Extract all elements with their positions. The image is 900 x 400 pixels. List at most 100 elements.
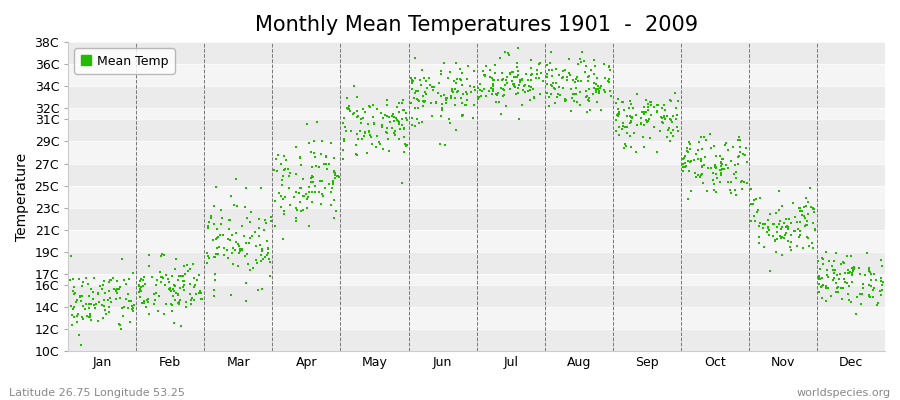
Point	[434, 93, 448, 99]
Point	[862, 282, 877, 288]
Point	[357, 128, 372, 135]
Point	[677, 154, 691, 161]
Point	[540, 81, 554, 87]
Point	[816, 256, 831, 262]
Point	[137, 300, 151, 306]
Point	[847, 264, 861, 270]
Point	[307, 149, 321, 156]
Point	[397, 125, 411, 131]
Point	[708, 153, 723, 160]
Point	[251, 216, 266, 222]
Point	[271, 152, 285, 158]
Point	[849, 311, 863, 317]
Point	[221, 236, 236, 242]
Point	[183, 266, 197, 272]
Point	[165, 273, 179, 280]
Point	[731, 137, 745, 143]
Point	[176, 272, 191, 279]
Point	[192, 290, 206, 296]
Point	[734, 137, 748, 144]
Point	[436, 60, 451, 66]
Point	[851, 264, 866, 271]
Point	[65, 322, 79, 328]
Point	[795, 208, 809, 214]
Point	[824, 293, 838, 299]
Bar	[68, 142, 885, 164]
Point	[491, 89, 505, 96]
Point	[328, 170, 342, 176]
Point	[223, 237, 238, 243]
Point	[73, 293, 87, 300]
Point	[729, 168, 743, 175]
Point	[138, 280, 152, 287]
Point	[411, 97, 426, 103]
Point	[620, 112, 634, 119]
Point	[591, 83, 606, 89]
Point	[772, 218, 787, 224]
Point	[842, 268, 857, 275]
Point	[478, 71, 492, 78]
Point	[340, 104, 355, 111]
Point	[248, 257, 263, 263]
Point	[230, 239, 244, 245]
Point	[731, 161, 745, 167]
Point	[589, 81, 603, 87]
Point	[675, 168, 689, 174]
Point	[486, 82, 500, 89]
Point	[438, 97, 453, 104]
Point	[544, 82, 559, 88]
Point	[701, 165, 716, 172]
Point	[187, 275, 202, 281]
Point	[553, 92, 567, 98]
Point	[779, 224, 794, 230]
Point	[511, 72, 526, 78]
Point	[96, 303, 111, 310]
Point	[777, 235, 791, 242]
Point	[188, 281, 202, 288]
Point	[185, 295, 200, 302]
Point	[738, 144, 752, 151]
Point	[637, 144, 652, 150]
Point	[643, 99, 657, 106]
Point	[747, 212, 761, 219]
Point	[164, 288, 178, 294]
Point	[110, 290, 124, 296]
Point	[639, 117, 653, 123]
Point	[289, 205, 303, 212]
Point	[637, 108, 652, 115]
Point	[680, 144, 695, 151]
Point	[698, 162, 712, 168]
Point	[171, 300, 185, 306]
Point	[860, 250, 874, 256]
Point	[624, 98, 638, 104]
Point	[77, 306, 92, 312]
Point	[693, 158, 707, 164]
Point	[801, 234, 815, 241]
Point	[541, 94, 555, 100]
Point	[249, 243, 264, 249]
Point	[387, 128, 401, 134]
Point	[439, 100, 454, 106]
Point	[490, 92, 504, 98]
Point	[231, 243, 246, 250]
Point	[795, 212, 809, 218]
Point	[496, 85, 510, 92]
Point	[105, 275, 120, 282]
Point	[119, 281, 133, 287]
Point	[79, 275, 94, 282]
Point	[275, 235, 290, 242]
Point	[752, 223, 766, 230]
Point	[628, 149, 643, 155]
Point	[210, 235, 224, 242]
Point	[70, 313, 85, 319]
Point	[473, 93, 488, 100]
Point	[623, 133, 637, 139]
Point	[112, 322, 127, 328]
Point	[793, 219, 807, 226]
Point	[855, 280, 869, 287]
Point	[392, 109, 406, 116]
Point	[463, 83, 477, 90]
Point	[361, 121, 375, 127]
Point	[847, 266, 861, 272]
Point	[829, 289, 843, 296]
